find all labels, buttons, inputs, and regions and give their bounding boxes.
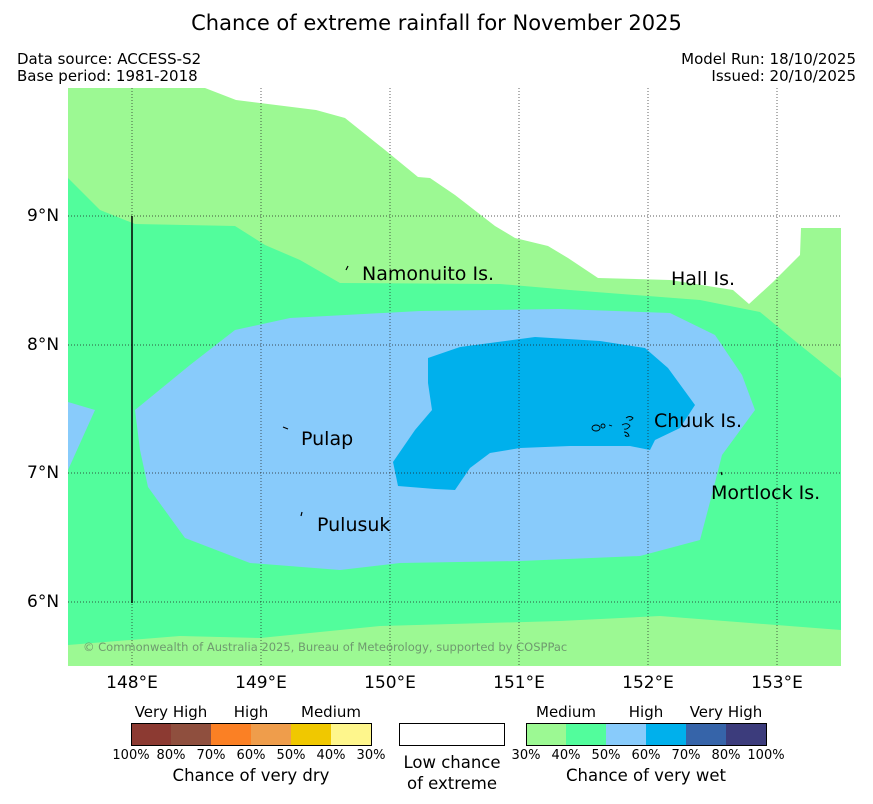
dry-colorbar-frame	[131, 723, 372, 746]
wet-category-label: High	[628, 703, 664, 721]
wet-legend-title: Chance of very wet	[566, 766, 726, 785]
lat-label: 9°N	[27, 206, 60, 226]
low-chance-swatch	[399, 723, 505, 746]
wet-swatch	[566, 723, 606, 745]
place-mortlock: Mortlock Is.	[711, 482, 821, 504]
data-source-label: Data source: ACCESS-S2	[17, 50, 202, 68]
wet-swatch	[686, 723, 726, 745]
mortlock-island-shape	[720, 471, 723, 476]
dry-swatch	[291, 723, 331, 745]
lon-label: 148°E	[106, 673, 158, 693]
wet-colorbar-frame	[526, 723, 767, 746]
lat-label: 8°N	[27, 335, 60, 355]
dry-tick: 50%	[276, 748, 306, 763]
place-chuuk: Chuuk Is.	[654, 410, 742, 432]
dry-category-label: Very High	[134, 703, 208, 721]
dry-swatch	[131, 723, 171, 745]
namonuito-island-shape	[345, 265, 349, 271]
place-pulap: Pulap	[301, 428, 354, 450]
zone-high-50-60	[68, 402, 95, 470]
zone-high-60-70	[393, 337, 695, 490]
wet-swatch	[646, 723, 686, 745]
lon-label: 150°E	[364, 673, 416, 693]
wet-tick: 40%	[551, 748, 581, 763]
dry-legend-title: Chance of very dry	[172, 766, 330, 785]
wet-tick: 30%	[511, 748, 541, 763]
dry-category-label: High	[233, 703, 269, 721]
chart-title: Chance of extreme rainfall for November …	[191, 11, 682, 35]
dry-swatch	[171, 723, 211, 745]
dry-tick: 30%	[356, 748, 386, 763]
low-chance-label: Low chance of extreme	[403, 752, 500, 794]
dry-tick: 80%	[156, 748, 186, 763]
issued-label: Issued: 20/10/2025	[711, 67, 856, 85]
wet-category-label: Very High	[689, 703, 763, 721]
dry-tick: 60%	[236, 748, 266, 763]
model-run-label: Model Run: 18/10/2025	[681, 50, 856, 68]
lon-label: 151°E	[493, 673, 545, 693]
chuuk-island-shape	[591, 416, 634, 437]
dry-category-label: Medium	[301, 703, 361, 721]
wet-swatch	[726, 723, 766, 745]
lon-label: 153°E	[751, 673, 803, 693]
wet-tick: 100%	[747, 748, 785, 763]
wet-tick: 60%	[631, 748, 661, 763]
place-pulusuk: Pulusuk	[317, 514, 391, 536]
pulap-island-shape	[282, 426, 289, 430]
lon-label: 149°E	[235, 673, 287, 693]
pulusuk-island-shape	[300, 511, 303, 517]
base-period-label: Base period: 1981-2018	[17, 67, 198, 85]
dry-tick: 100%	[112, 748, 150, 763]
wet-swatch	[526, 723, 566, 745]
wet-category-label: Medium	[536, 703, 596, 721]
low-chance-line1: Low chance	[403, 753, 501, 772]
copyright-notice: © Commonwealth of Australia 2025, Bureau…	[83, 640, 568, 654]
lat-label: 6°N	[27, 592, 60, 612]
place-namonuito: Namonuito Is.	[362, 263, 495, 285]
dry-swatch	[331, 723, 371, 745]
wet-tick: 50%	[591, 748, 621, 763]
low-chance-line2: of extreme	[406, 774, 498, 793]
dry-swatch	[211, 723, 251, 745]
dry-tick: 40%	[316, 748, 346, 763]
place-hall: Hall Is.	[671, 268, 736, 290]
wet-tick: 70%	[671, 748, 701, 763]
wet-swatch	[606, 723, 646, 745]
lat-label: 7°N	[27, 463, 60, 483]
dry-tick: 70%	[196, 748, 226, 763]
lon-label: 152°E	[622, 673, 674, 693]
dry-swatch	[251, 723, 291, 745]
wet-tick: 80%	[711, 748, 741, 763]
